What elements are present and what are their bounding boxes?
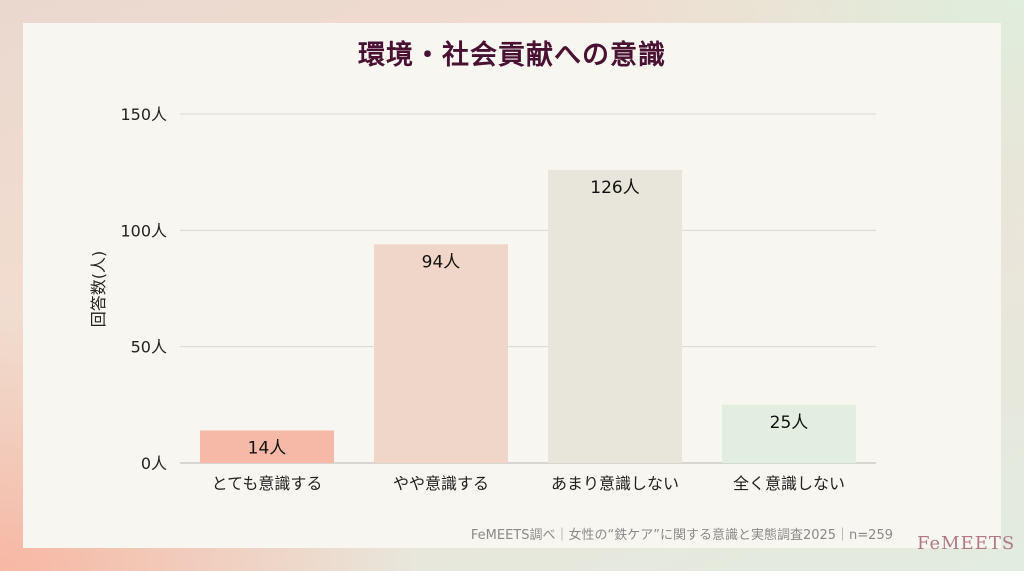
x-tick-label: 全く意識しない — [733, 474, 845, 493]
source-note: FeMEETS調べ｜女性の“鉄ケア”に関する意識と実態調査2025｜n=259 — [470, 528, 893, 543]
data-label: 14人 — [248, 438, 287, 458]
y-tick-label: 50人 — [131, 338, 167, 357]
bar — [548, 169, 682, 463]
chart-title: 環境・社会貢献への意識 — [358, 40, 666, 71]
bar — [200, 430, 334, 463]
x-tick-label: とても意識する — [212, 474, 323, 493]
y-tick-label: 150人 — [120, 105, 167, 124]
data-label: 126人 — [590, 178, 639, 198]
bars — [200, 169, 856, 463]
x-tick-label: やや意識する — [393, 474, 489, 493]
bar — [374, 244, 508, 463]
bar — [722, 404, 856, 463]
x-tick-label: あまり意識しない — [551, 474, 679, 493]
y-tick-label: 100人 — [120, 221, 167, 240]
brand-logo: FeMEETS — [917, 533, 1016, 554]
y-tick-label: 0人 — [141, 454, 167, 473]
data-label: 25人 — [770, 413, 809, 433]
data-label: 94人 — [422, 252, 461, 272]
y-axis-label: 回答数(人) — [89, 250, 108, 328]
